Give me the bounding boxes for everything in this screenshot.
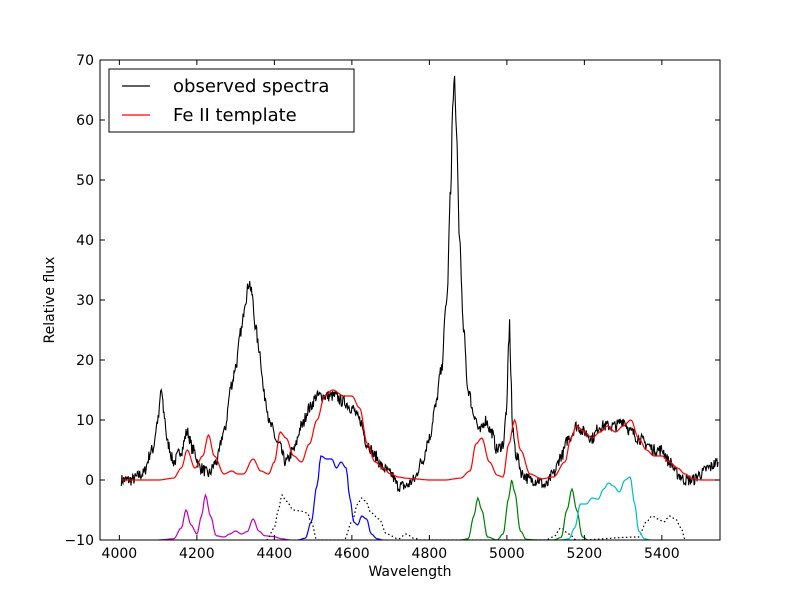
series-line-1 bbox=[121, 389, 719, 481]
series-line-0 bbox=[120, 75, 719, 492]
series-line-5 bbox=[460, 479, 589, 540]
y-tick-label: 70 bbox=[76, 53, 94, 69]
y-axis: −10 0 10 20 30 40 50 60 70 bbox=[64, 53, 720, 549]
x-axis-label: Wavelength bbox=[368, 564, 451, 580]
y-tick-label: 40 bbox=[76, 233, 94, 249]
x-axis: 4000 4200 4400 4600 4800 5000 5200 5400 bbox=[102, 60, 680, 562]
y-tick-label: 50 bbox=[76, 173, 94, 189]
x-tick-label: 5400 bbox=[644, 546, 680, 562]
legend-label-feii: Fe II template bbox=[173, 105, 297, 126]
legend-label-observed: observed spectra bbox=[173, 76, 329, 97]
series-line-6 bbox=[561, 476, 651, 540]
x-tick-label: 4400 bbox=[257, 546, 293, 562]
x-tick-label: 5200 bbox=[567, 546, 603, 562]
series-line-3 bbox=[266, 493, 686, 540]
legend-box bbox=[108, 68, 355, 133]
y-tick-label: 30 bbox=[76, 293, 94, 309]
y-tick-label: 10 bbox=[76, 413, 94, 429]
x-tick-label: 5000 bbox=[489, 546, 525, 562]
legend: observed spectra Fe II template bbox=[108, 68, 355, 133]
y-tick-label: 60 bbox=[76, 113, 94, 129]
x-tick-label: 4200 bbox=[179, 546, 215, 562]
y-tick-label: −10 bbox=[64, 533, 94, 549]
series-line-2 bbox=[158, 493, 290, 540]
series-line-4 bbox=[297, 455, 383, 540]
y-axis-label: Relative flux bbox=[42, 257, 58, 344]
y-tick-label: 0 bbox=[85, 473, 94, 489]
x-tick-label: 4800 bbox=[412, 546, 448, 562]
x-tick-label: 4600 bbox=[334, 546, 370, 562]
x-tick-label: 4000 bbox=[102, 546, 138, 562]
series-layer bbox=[120, 75, 719, 540]
y-tick-label: 20 bbox=[76, 353, 94, 369]
